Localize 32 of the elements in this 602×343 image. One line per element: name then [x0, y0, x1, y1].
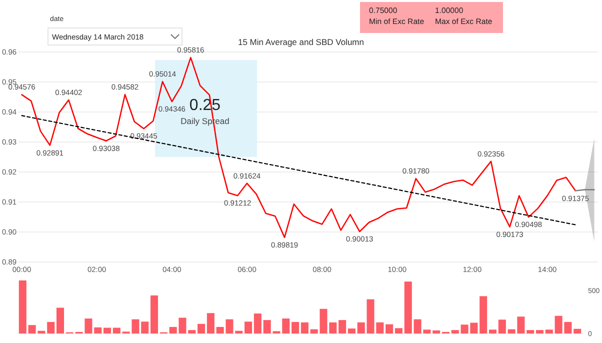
bar — [404, 282, 412, 334]
bar — [488, 330, 496, 334]
bar — [198, 324, 206, 334]
bar — [94, 327, 102, 334]
bar — [526, 330, 534, 334]
bar — [292, 322, 300, 334]
bar — [338, 320, 346, 334]
bar — [150, 295, 158, 334]
bar — [386, 324, 394, 334]
bar — [104, 328, 112, 334]
bar — [348, 328, 356, 334]
bar — [545, 330, 553, 334]
bar — [18, 280, 26, 334]
bar — [300, 322, 308, 334]
bar — [451, 330, 459, 334]
bar — [188, 330, 196, 334]
chart-title: 15 Min Average and SBD Volumn — [238, 37, 364, 47]
bar — [141, 322, 149, 334]
bar — [206, 313, 214, 334]
bar — [244, 322, 252, 334]
bar — [394, 328, 402, 334]
bar — [480, 296, 488, 334]
bar — [498, 320, 506, 334]
bar — [536, 330, 544, 334]
bar — [357, 322, 365, 334]
bar — [432, 330, 440, 334]
bar — [47, 322, 55, 334]
bar — [574, 328, 582, 334]
bar — [112, 328, 120, 334]
bar — [235, 330, 243, 334]
bar — [56, 308, 64, 334]
bar — [254, 314, 262, 334]
